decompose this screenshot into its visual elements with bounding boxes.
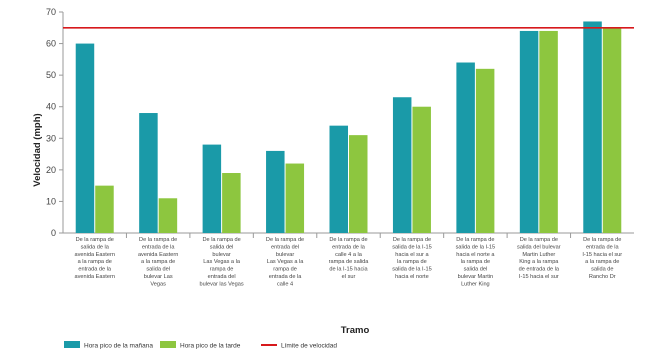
legend: Hora pico de la mañana Hora pico de la ta… — [64, 341, 337, 350]
x-category-label: De la rampa de salida de la I-15 hacia el … — [392, 237, 432, 280]
bar-afternoon — [222, 173, 241, 233]
x-category-label: De la rampa de entrada de la I-15 hacia el… — [582, 237, 622, 280]
x-axis-title: Tramo — [341, 325, 370, 336]
bar-morning — [139, 113, 158, 233]
bar-morning — [202, 144, 222, 233]
y-axis: 0 10 20 30 40 50 60 70 — [46, 7, 63, 238]
bar-afternoon — [285, 163, 305, 233]
y-tick-label: 40 — [46, 102, 56, 112]
legend-label: Hora pico de la tarde — [180, 343, 241, 350]
x-axis: De la rampa de salida de la avenida Easter… — [75, 233, 622, 287]
bar-morning — [456, 62, 475, 234]
bar-morning — [266, 150, 285, 233]
bar-morning — [519, 30, 539, 234]
legend-label: Límite de velocidad — [281, 343, 337, 350]
bar-afternoon — [475, 68, 495, 233]
bar-afternoon — [412, 106, 431, 233]
bar-morning — [75, 43, 95, 234]
x-category-label: De la rampa de salida del bulevar Las Vegas… — [200, 237, 244, 287]
x-category-label: De la rampa de salida del bulevar Martin L… — [517, 237, 561, 280]
y-tick-label: 50 — [46, 70, 56, 80]
bar-afternoon — [158, 198, 178, 233]
legend-swatch — [160, 341, 176, 348]
x-category-label: De la rampa de entrada de la avenida Easte… — [138, 237, 178, 287]
bar-afternoon — [349, 135, 368, 233]
x-category-label: De la rampa de salida de la I-15 hacia el … — [456, 237, 496, 287]
x-category-label: De la rampa de salida de la avenida Easter… — [75, 237, 115, 280]
bar-afternoon — [539, 30, 558, 234]
x-category-label: De la rampa de entrada del bulevar Las Vega… — [266, 237, 304, 287]
y-tick-label: 0 — [51, 228, 56, 238]
plot-area — [62, 12, 634, 234]
y-tick-label: 10 — [46, 196, 56, 206]
x-category-label: De la rampa de entrada de la calle 4 a la r… — [329, 237, 370, 280]
bar-afternoon — [602, 27, 622, 233]
bar-morning — [329, 125, 348, 233]
bar-morning — [392, 97, 412, 233]
y-tick-label: 30 — [46, 133, 56, 143]
y-axis-title: Velocidad (mph) — [32, 113, 43, 186]
y-tick-label: 60 — [46, 39, 56, 49]
y-tick-label: 20 — [46, 165, 56, 175]
y-tick-label: 70 — [46, 7, 56, 17]
legend-swatch — [64, 341, 80, 348]
bar-morning — [583, 21, 602, 233]
legend-label: Hora pico de la mañana — [84, 343, 153, 350]
bar-afternoon — [95, 185, 114, 233]
